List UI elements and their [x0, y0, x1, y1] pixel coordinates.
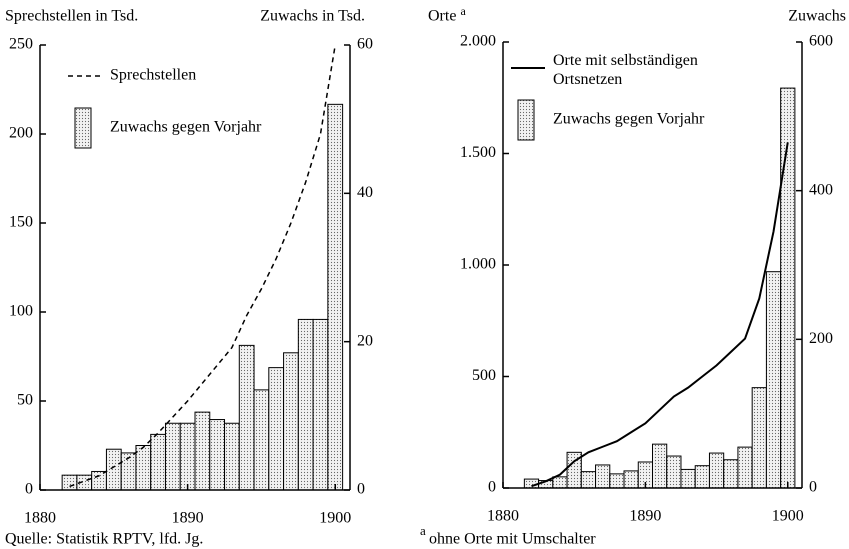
bar [580, 471, 597, 489]
bar [91, 470, 107, 491]
legend-swatch [74, 107, 92, 149]
bar [61, 474, 78, 491]
bar [283, 352, 299, 491]
y2-tick-label: 40 [357, 184, 373, 201]
bar [595, 464, 611, 489]
bar [297, 318, 314, 491]
bar [327, 103, 344, 491]
y-tick-label: 200 [9, 125, 33, 142]
x-tick-label: 1880 [487, 508, 519, 525]
x-tick-label: 1890 [172, 510, 204, 527]
bar [209, 419, 226, 491]
legend-label: Sprechstellen [110, 67, 196, 84]
bar [105, 448, 122, 491]
y2-tick-label: 0 [809, 479, 817, 496]
bar [238, 344, 255, 491]
bar [708, 452, 725, 489]
x-tick-label: 1900 [319, 510, 351, 527]
y-tick-label: 0 [25, 481, 33, 498]
y-tick-label: 2.000 [460, 33, 496, 50]
line [531, 142, 789, 488]
source: Quelle: Statistik RPTV, lfd. Jg. [5, 531, 203, 548]
x-tick-label: 1880 [24, 510, 56, 527]
bar [150, 433, 166, 491]
y2-axis-label: Zuwachs [788, 8, 846, 25]
bar [623, 470, 639, 489]
bar [268, 367, 285, 491]
y-tick-label: 1.000 [460, 256, 496, 273]
x-tick-label: 1900 [772, 508, 804, 525]
y-tick-label: 250 [9, 36, 33, 53]
legend-label: Zuwachs gegen Vorjahr [553, 111, 705, 128]
bar [552, 476, 568, 489]
bar [737, 446, 753, 489]
bar [135, 445, 152, 491]
bar [164, 422, 181, 491]
legend-label: Orte mit selbständigen Ortsnetzen [553, 52, 702, 88]
bar [751, 387, 767, 489]
y-tick-label: 100 [9, 303, 33, 320]
bar [312, 318, 329, 491]
y2-tick-label: 0 [357, 481, 365, 498]
legend-swatch [517, 99, 535, 141]
y2-axis-label: Zuwachs in Tsd. [260, 8, 365, 25]
y2-tick-label: 20 [357, 332, 373, 349]
y2-tick-label: 60 [357, 36, 373, 53]
bar [194, 411, 211, 491]
bar [723, 459, 739, 489]
bar [609, 473, 625, 489]
line [69, 44, 336, 488]
bar [765, 271, 782, 489]
bar [652, 443, 668, 489]
y2-tick-label: 200 [809, 330, 833, 347]
y-axis-label-marker: a [460, 4, 466, 18]
bar [224, 422, 240, 491]
bar [666, 455, 682, 489]
y2-tick-label: 600 [809, 33, 833, 50]
y-tick-label: 500 [472, 367, 496, 384]
bar [179, 422, 196, 491]
y-tick-label: 0 [488, 479, 496, 496]
footnote: ohne Orte mit Umschalter [429, 531, 596, 548]
y-tick-label: 150 [9, 214, 33, 231]
y-tick-label: 1.500 [460, 144, 496, 161]
bar [680, 468, 696, 489]
y2-tick-label: 400 [809, 181, 833, 198]
bar [694, 465, 710, 489]
x-tick-label: 1890 [629, 508, 661, 525]
legend-label: Zuwachs gegen Vorjahr [110, 119, 262, 136]
y-axis-label: Sprechstellen in Tsd. [5, 8, 138, 25]
y-tick-label: 50 [17, 392, 33, 409]
bar [253, 389, 270, 491]
footnote-marker: a [420, 523, 426, 538]
y-axis-label: Orte [428, 8, 456, 25]
